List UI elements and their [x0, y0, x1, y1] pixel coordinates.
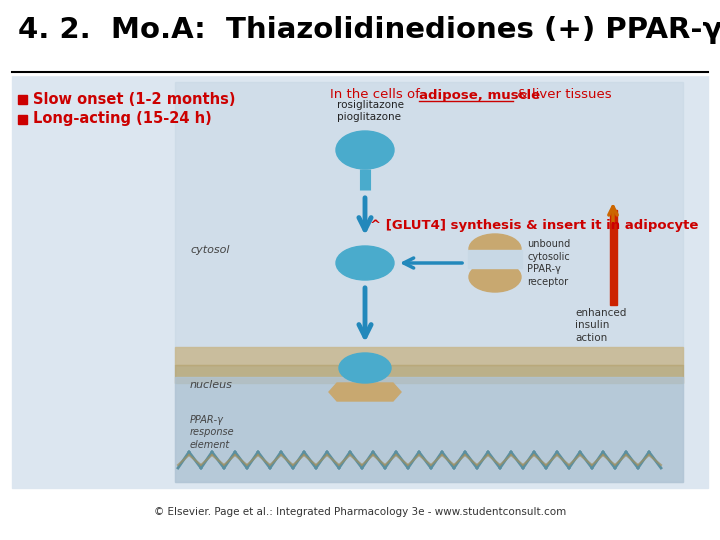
- Text: Long-acting (15-24 h): Long-acting (15-24 h): [33, 111, 212, 126]
- Polygon shape: [329, 383, 401, 401]
- Bar: [610, 210, 617, 305]
- Bar: [175, 377, 683, 482]
- Ellipse shape: [469, 234, 521, 264]
- Text: unbound
cytosolic
PPAR-γ
receptor: unbound cytosolic PPAR-γ receptor: [527, 239, 570, 287]
- Text: 4. 2.  Mo.A:  Thiazolidinediones (+) PPAR-γ ®: 4. 2. Mo.A: Thiazolidinediones (+) PPAR-…: [18, 16, 720, 44]
- Bar: [12, 73, 708, 488]
- Bar: [175, 82, 683, 482]
- Text: Slow onset (1-2 months): Slow onset (1-2 months): [33, 91, 235, 106]
- Ellipse shape: [339, 353, 391, 383]
- Text: ^ [GLUT4] synthesis & insert it in adipocyte: ^ [GLUT4] synthesis & insert it in adipo…: [370, 219, 698, 232]
- Text: & liver tissues: & liver tissues: [513, 89, 612, 102]
- Ellipse shape: [469, 262, 521, 292]
- Text: PPAR-γ
response
element: PPAR-γ response element: [190, 415, 235, 450]
- Text: cytosol: cytosol: [190, 245, 230, 255]
- Text: In the cells of: In the cells of: [330, 89, 424, 102]
- Bar: [175, 365, 683, 383]
- Bar: [175, 347, 683, 365]
- Text: nucleus: nucleus: [190, 380, 233, 390]
- Bar: [0, 0, 720, 75]
- Bar: [468, 250, 522, 268]
- Text: enhanced
insulin
action: enhanced insulin action: [575, 308, 626, 343]
- Ellipse shape: [336, 246, 394, 280]
- Text: rosiglitazone
pioglitazone: rosiglitazone pioglitazone: [337, 99, 404, 122]
- Bar: [18, 115, 27, 124]
- Bar: [18, 95, 27, 104]
- Ellipse shape: [336, 131, 394, 169]
- Text: adipose, muscle: adipose, muscle: [419, 89, 540, 102]
- Text: © Elsevier. Page et al.: Integrated Pharmacology 3e - www.studentconsult.com: © Elsevier. Page et al.: Integrated Phar…: [154, 507, 566, 517]
